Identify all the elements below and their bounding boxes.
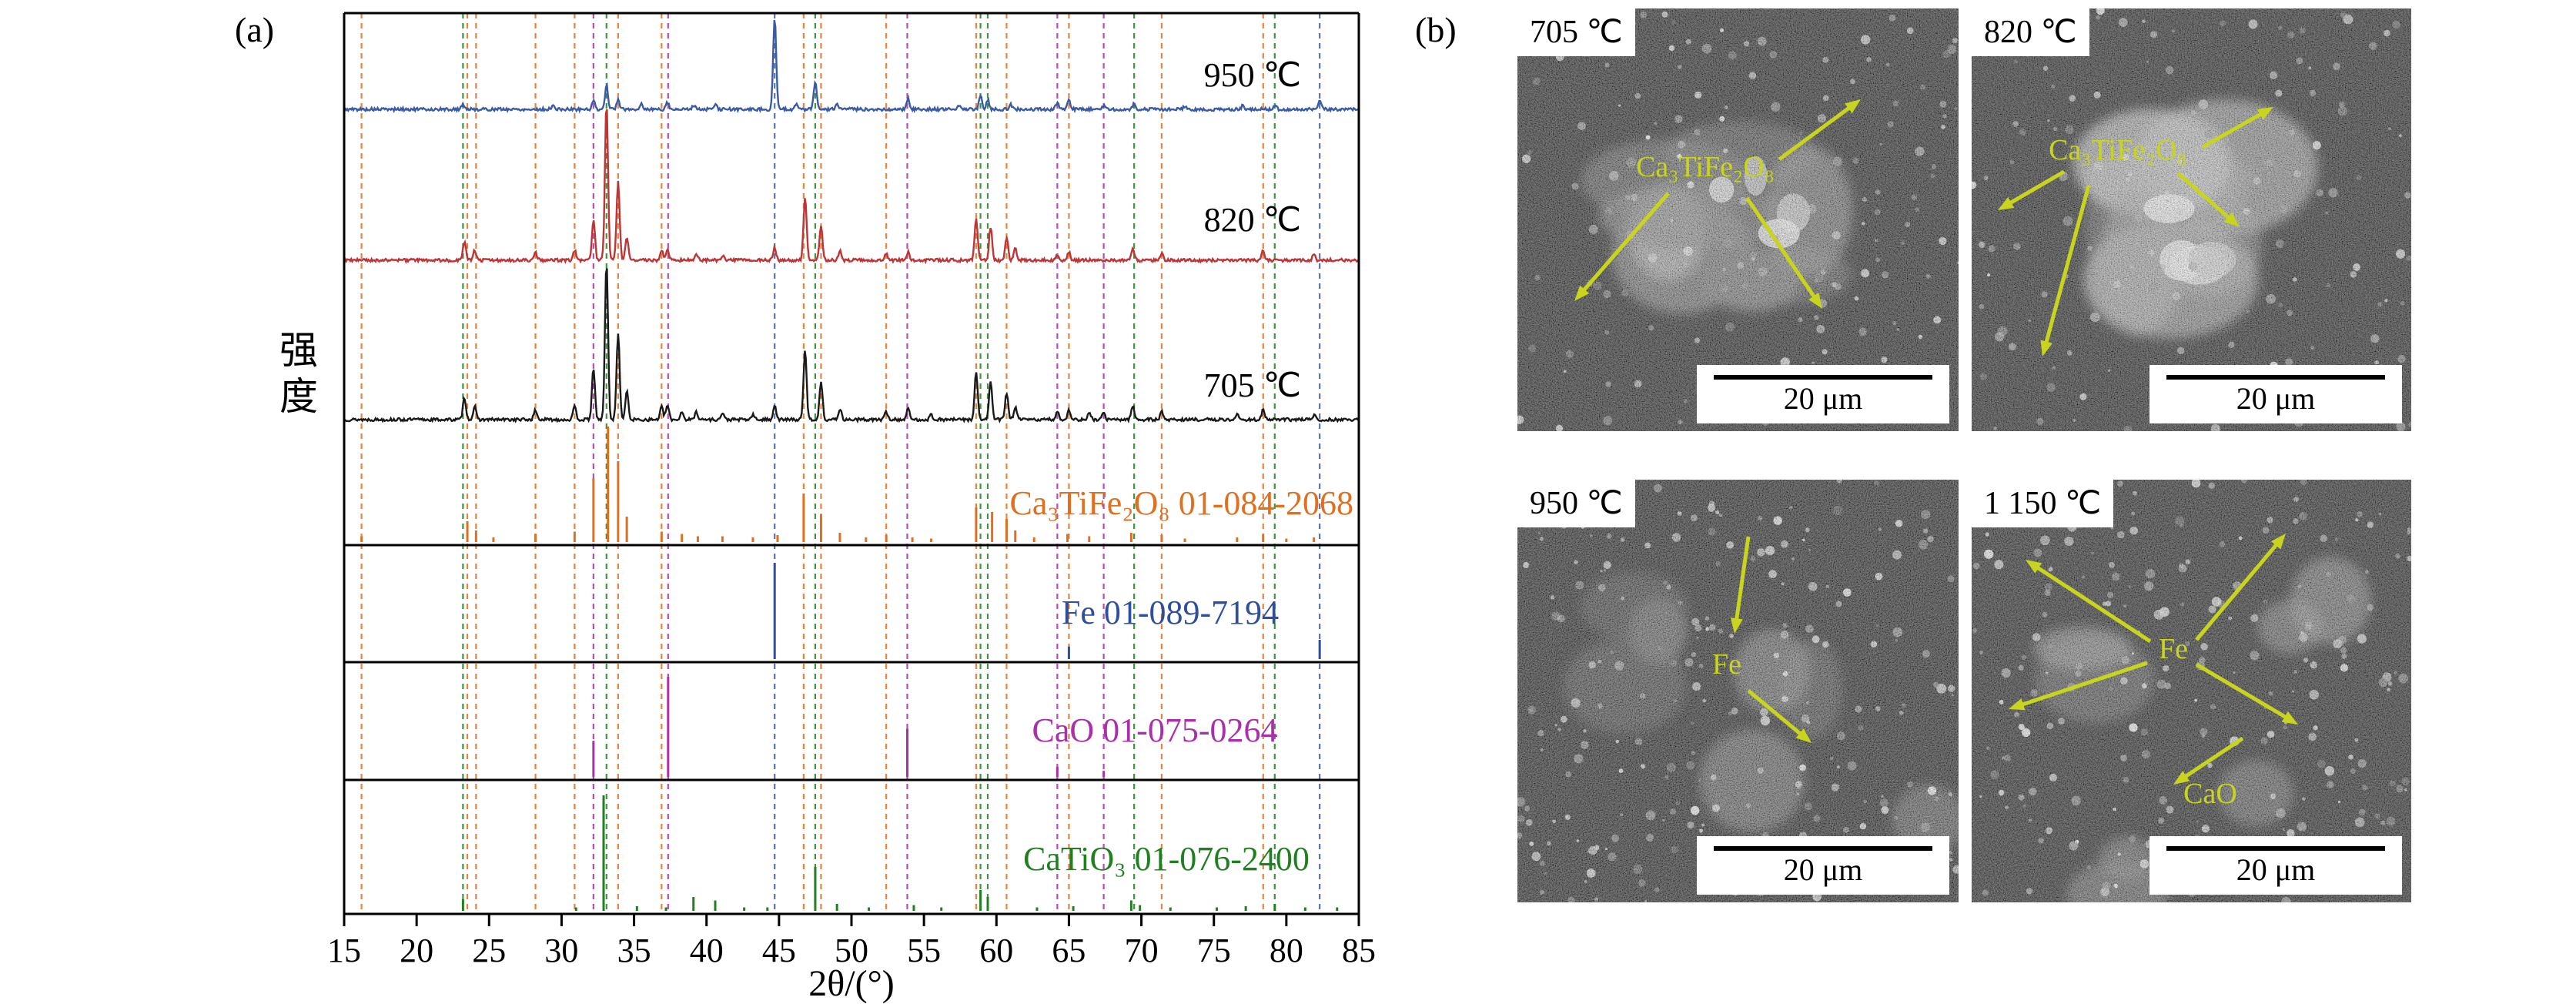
annotation-arrow <box>1734 536 1751 625</box>
scale-bar: 20 μm <box>2149 365 2402 423</box>
x-tick-label: 50 <box>835 932 868 969</box>
annotation-arrowhead <box>2223 212 2240 227</box>
x-tick-label: 40 <box>690 932 724 969</box>
scale-bar-label: 20 μm <box>1783 380 1863 416</box>
scale-bar-line <box>2166 374 2385 380</box>
annotation-arrow <box>2176 172 2234 223</box>
temperature-chip: 1 150 ℃ <box>1972 480 2114 528</box>
panel-b-label: (b) <box>1415 10 1457 49</box>
panel-a-label: (a) <box>235 10 275 49</box>
xrd-curve <box>343 19 1360 114</box>
annotation-arrowhead <box>2026 560 2042 574</box>
series-label: 820 ℃ <box>1204 201 1301 239</box>
annotation-arrowhead <box>2040 340 2052 356</box>
x-tick-label: 15 <box>327 932 361 969</box>
annotation-arrowhead <box>2271 534 2286 550</box>
scale-bar-label: 20 μm <box>2236 852 2316 887</box>
x-tick-label: 30 <box>544 932 578 969</box>
annotation-arrowhead <box>1730 617 1743 634</box>
scale-bar-label: 20 μm <box>2236 380 2316 416</box>
phase-label: Ca₃TiFe₂O₈ <box>2049 134 2187 166</box>
annotation-arrowhead <box>1808 292 1822 309</box>
x-tick-label: 25 <box>472 932 506 969</box>
temperature-chip: 705 ℃ <box>1517 8 1635 57</box>
x-tick-label: 80 <box>1270 932 1303 969</box>
annotation-arrowhead <box>2173 771 2190 785</box>
annotation-layer: Ca₃TiFe₂O₈ <box>1998 107 2273 356</box>
scale-bar: 20 μm <box>2149 836 2402 895</box>
temperature-chip: 950 ℃ <box>1517 480 1635 528</box>
annotation-arrow <box>2005 169 2066 208</box>
phase-label: Ca₃TiFe₂O₈ <box>1636 151 1775 183</box>
sem-image-1: Ca₃TiFe₂O₈ 705 ℃ 20 μm <box>1517 8 1959 431</box>
sem-image-2: Ca₃TiFe₂O₈ 820 ℃ 20 μm <box>1972 8 2411 431</box>
x-tick-label: 20 <box>400 932 433 969</box>
annotation-arrow <box>2032 563 2152 644</box>
annotation-layer: Fe <box>1712 536 1812 743</box>
ref-label: CaO 01-075-0264 <box>1032 711 1278 749</box>
annotation-arrow <box>1745 196 1819 303</box>
annotation-arrow <box>1747 689 1806 739</box>
x-tick-label: 70 <box>1125 932 1159 969</box>
xrd-chart: 15 20 25 30 35 40 45 50 55 60 65 70 75 80 85 2θ/(°) 950 … <box>327 12 1376 1004</box>
scale-bar-label: 20 μm <box>1783 852 1863 887</box>
ref-label: CaTiO₃ 01-076-2400 <box>1023 840 1310 878</box>
ref-label: Ca₃TiFe₂O₈ 01-084-2068 <box>1009 484 1353 522</box>
y-axis-label: 强度 <box>274 330 317 422</box>
series-label: 950 ℃ <box>1204 56 1301 94</box>
annotation-layer: Ca₃TiFe₂O₈ <box>1574 99 1861 309</box>
scale-bar-line <box>1714 374 1932 380</box>
x-tick-label: 45 <box>762 932 796 969</box>
x-tick-label: 65 <box>1052 932 1086 969</box>
scale-bar: 20 μm <box>1697 365 1949 423</box>
series-label: 705 ℃ <box>1204 366 1301 404</box>
annotation-arrow <box>2016 661 2148 708</box>
x-tick-label: 55 <box>907 932 941 969</box>
phase-label: CaO <box>2183 778 2237 810</box>
annotation-arrowhead <box>2281 711 2298 725</box>
x-axis-label: 2θ/(°) <box>808 963 895 1004</box>
x-tick-label: 60 <box>979 932 1013 969</box>
annotation-arrowhead <box>1845 99 1861 114</box>
sem-micrograph <box>1517 8 1959 431</box>
annotation-arrow <box>1778 103 1855 162</box>
temperature-chip: 820 ℃ <box>1972 8 2089 57</box>
phase-label: Fe <box>2159 633 2188 665</box>
ref-label: Fe 01-089-7194 <box>1062 594 1279 631</box>
xrd-curve <box>343 268 1360 424</box>
x-tick-label: 35 <box>617 932 651 969</box>
xrd-curve <box>343 109 1360 265</box>
sem-image-3: Fe 950 ℃ 20 μm <box>1517 480 1959 902</box>
sem-micrograph <box>1972 8 2411 431</box>
annotation-arrow <box>2042 185 2091 349</box>
annotation-arrowhead <box>1574 285 1590 301</box>
annotation-layer: Fe CaO <box>2009 534 2298 810</box>
sem-image-4: Fe CaO 1 150 ℃ 20 μm <box>1972 480 2411 902</box>
x-tick-label: 75 <box>1197 932 1231 969</box>
annotation-arrowhead <box>2257 107 2273 120</box>
annotation-arrow <box>2180 736 2244 781</box>
annotation-arrow <box>2195 539 2282 641</box>
annotation-arrowhead <box>1795 728 1812 743</box>
annotation-arrow <box>2201 109 2267 149</box>
phase-label: Fe <box>1712 648 1741 681</box>
annotation-arrowhead <box>1998 197 2015 210</box>
annotation-arrow <box>2195 662 2291 722</box>
scale-bar-line <box>2166 845 2385 851</box>
annotation-arrowhead <box>2009 698 2026 711</box>
scale-bar-line <box>1714 845 1932 851</box>
x-tick-label: 85 <box>1342 932 1376 969</box>
annotation-arrow <box>1578 192 1670 296</box>
sem-micrograph <box>1517 480 1959 902</box>
scale-bar: 20 μm <box>1697 836 1949 895</box>
